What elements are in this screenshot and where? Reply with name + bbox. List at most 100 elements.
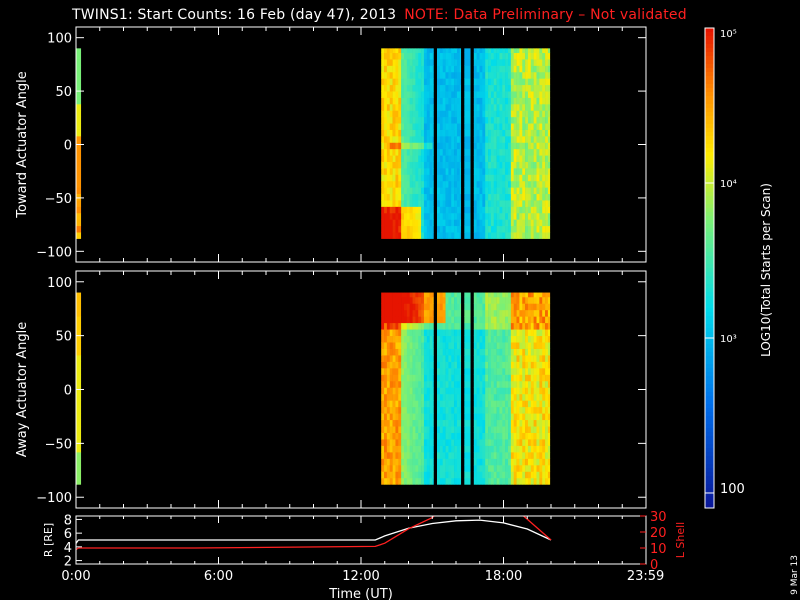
heat-cell <box>516 413 520 421</box>
heat-cell <box>502 116 506 124</box>
colorbar-cell <box>705 240 714 245</box>
heat-cell <box>536 426 540 433</box>
heat-cell <box>384 406 388 414</box>
heat-cell <box>473 142 477 150</box>
heat-cell <box>456 48 461 54</box>
heat-cell <box>389 296 393 304</box>
heat-cell <box>76 329 82 337</box>
heat-cell <box>406 292 410 298</box>
heat-cell <box>473 432 477 440</box>
heat-cell <box>418 439 422 446</box>
heat-cell <box>505 59 509 66</box>
heat-cell <box>384 342 388 349</box>
heat-cell <box>454 103 458 111</box>
heat-cell <box>542 148 546 156</box>
heat-cell <box>533 342 537 349</box>
heat-cell <box>423 335 428 343</box>
heat-cell <box>530 451 534 459</box>
heat-cell <box>437 129 441 137</box>
heat-cell <box>464 155 471 162</box>
heat-cell <box>395 458 399 466</box>
heat-cell <box>508 123 512 130</box>
heat-cell <box>403 65 408 73</box>
heat-cell <box>476 168 480 175</box>
heat-cell <box>386 309 391 317</box>
heat-cell <box>505 387 509 395</box>
heat-cell <box>412 329 416 337</box>
heat-cell <box>76 103 82 111</box>
heat-cell <box>530 71 534 79</box>
heat-cell <box>505 329 509 337</box>
heat-cell <box>421 97 425 105</box>
heat-cell <box>426 161 430 169</box>
heat-cell <box>545 232 549 239</box>
heat-cell <box>527 200 532 207</box>
heat-cell <box>389 292 393 298</box>
heat-cell <box>539 322 543 330</box>
heat-cell <box>423 48 428 54</box>
heat-cell <box>513 142 517 150</box>
heat-cell <box>536 361 540 369</box>
heat-cell <box>76 180 82 188</box>
heat-cell <box>482 367 486 375</box>
heat-cell <box>488 309 492 317</box>
heat-cell <box>476 71 480 79</box>
heat-cell <box>536 322 540 330</box>
heat-cell <box>488 361 492 369</box>
heat-cell <box>392 367 396 375</box>
heat-cell <box>496 103 500 111</box>
heat-cell <box>389 187 393 195</box>
heat-cell <box>381 413 385 421</box>
heat-cell <box>542 361 546 369</box>
heat-cell <box>519 439 523 446</box>
heat-cell <box>516 471 520 479</box>
heat-cell <box>448 322 452 330</box>
heat-cell <box>473 225 477 233</box>
heat-cell <box>519 413 523 421</box>
heat-cell <box>516 380 520 388</box>
heat-cell <box>499 445 503 453</box>
heat-cell <box>488 292 492 298</box>
heat-cell <box>456 84 461 92</box>
heat-cell <box>459 103 462 111</box>
heat-cell <box>389 48 393 54</box>
heat-cell <box>539 206 543 214</box>
heat-cell <box>426 309 430 317</box>
heat-cell <box>456 316 461 324</box>
colorbar-cell <box>705 488 714 493</box>
heat-cell <box>76 464 82 472</box>
heat-cell <box>398 219 402 227</box>
heat-cell <box>464 309 471 317</box>
heat-cell <box>496 219 500 227</box>
heat-cell <box>386 329 391 337</box>
heat-cell <box>476 48 480 54</box>
heat-cell <box>432 65 434 73</box>
heat-cell <box>389 116 393 124</box>
r-axis-label: R [RE] <box>42 523 55 557</box>
heat-cell <box>488 413 492 421</box>
heat-cell <box>451 316 455 324</box>
heat-cell <box>505 206 509 214</box>
heat-cell <box>412 232 416 239</box>
heat-cell <box>505 309 509 317</box>
heat-cell <box>482 52 486 60</box>
heat-cell <box>482 329 486 337</box>
heat-cell <box>439 419 443 427</box>
heat-cell <box>547 65 551 73</box>
heat-cell <box>381 348 385 356</box>
heat-cell <box>398 380 402 388</box>
heat-cell <box>426 342 430 349</box>
heat-cell <box>530 335 534 343</box>
heat-cell <box>451 309 455 317</box>
heat-cell <box>389 303 393 311</box>
heat-cell <box>76 303 82 311</box>
heat-cell <box>76 155 82 162</box>
heat-cell <box>409 477 413 485</box>
heat-cell <box>381 97 385 105</box>
heat-cell <box>451 451 455 459</box>
heat-cell <box>527 342 532 349</box>
heat-cell <box>423 355 428 362</box>
heat-cell <box>473 110 477 118</box>
heat-cell <box>389 400 393 408</box>
heat-cell <box>490 212 495 220</box>
